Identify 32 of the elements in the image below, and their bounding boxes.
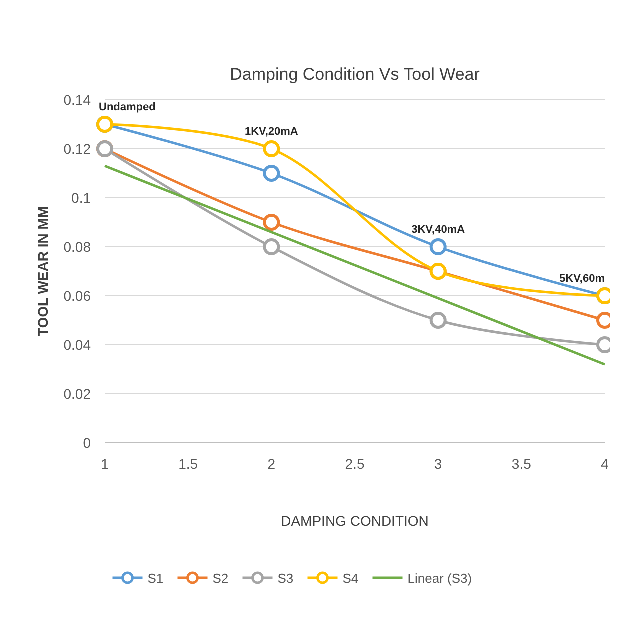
y-tick-label: 0.08 [64, 239, 92, 255]
legend-label: S2 [212, 571, 229, 586]
legend-label: S4 [342, 571, 359, 586]
annotation: 1KV,20mA [244, 126, 298, 138]
point [263, 140, 280, 158]
legend-label: S1 [148, 571, 164, 586]
x-tick-label: 3.5 [512, 456, 532, 472]
y-tick-label: 0.04 [64, 337, 92, 353]
annotation: Undamped [99, 102, 156, 114]
point [263, 238, 280, 256]
legend-label: Linear (S3) [408, 571, 472, 586]
annotation: 3KV,40mA [412, 224, 466, 236]
y-tick-label: 0.14 [64, 92, 92, 108]
y-tick-label: 0.1 [72, 190, 92, 206]
x-tick-label: 2.5 [345, 456, 365, 472]
y-tick-label: 0.02 [64, 386, 92, 402]
point [263, 165, 280, 182]
legend-label: S3 [278, 571, 294, 586]
point [430, 312, 447, 329]
x-tick-label: 1.5 [178, 456, 198, 472]
point [430, 238, 447, 256]
y-tick-label: 0 [83, 435, 92, 451]
chart-title: Damping Condition Vs Tool Wear [230, 65, 480, 84]
y-tick-label: 0.12 [64, 141, 92, 157]
x-tick-label: 2 [268, 456, 276, 472]
y-tick-label: 0.06 [64, 288, 92, 304]
annotation: 5KV,60m [560, 273, 606, 285]
x-tick-label: 4 [601, 456, 610, 472]
x-tick-label: 3 [434, 456, 442, 472]
x-axis-title: DAMPING CONDITION [281, 513, 429, 529]
x-tick-label: 1 [101, 456, 110, 472]
y-axis-title: TOOL WEAR IN MM [35, 206, 51, 337]
